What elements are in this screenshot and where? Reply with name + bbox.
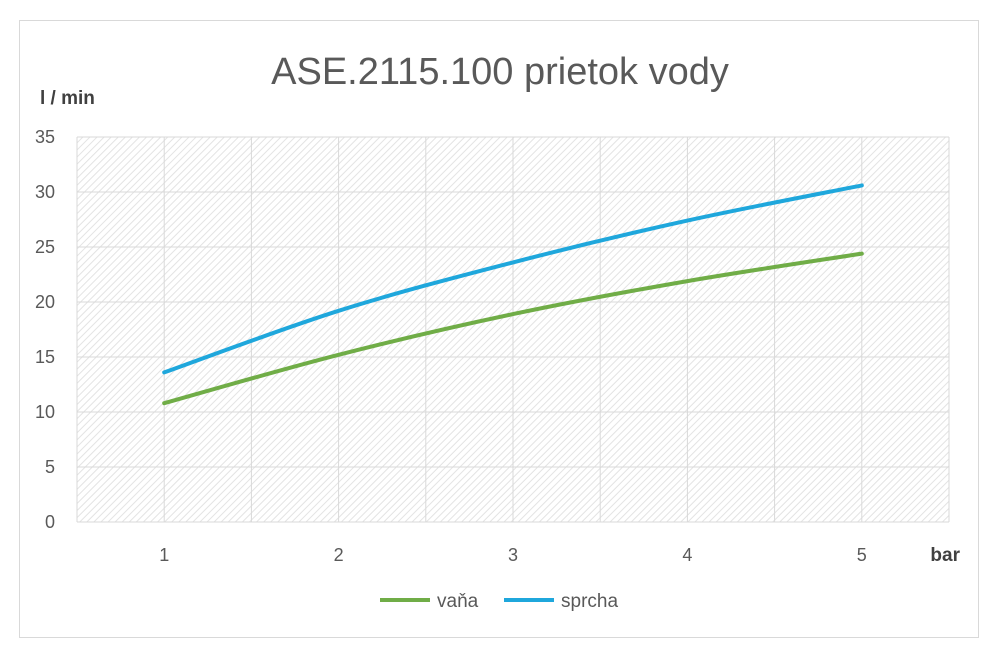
y-tick-label: 10	[35, 402, 55, 422]
y-axis-label: l / min	[40, 88, 95, 109]
chart-title: ASE.2115.100 prietok vody	[271, 51, 729, 93]
grid-lines	[76, 136, 950, 523]
y-tick-labels: 0 5 10 15 20 25 30 35	[35, 127, 55, 532]
series-line-vaňa	[162, 251, 864, 406]
x-tick-label: 1	[159, 545, 169, 565]
x-axis-label: bar	[930, 545, 960, 566]
x-tick-label: 5	[857, 545, 867, 565]
legend-label: vaňa	[437, 591, 479, 612]
y-tick-label: 20	[35, 292, 55, 312]
y-tick-label: 25	[35, 237, 55, 257]
y-tick-label: 30	[35, 182, 55, 202]
y-tick-label: 35	[35, 127, 55, 147]
legend: vaňa sprcha	[380, 591, 618, 612]
x-tick-label: 2	[334, 545, 344, 565]
y-tick-label: 15	[35, 347, 55, 367]
legend-label: sprcha	[561, 591, 618, 612]
series-lines	[162, 183, 864, 406]
series-line-sprcha	[162, 183, 864, 375]
y-tick-label: 5	[45, 457, 55, 477]
x-tick-label: 3	[508, 545, 518, 565]
y-tick-label: 0	[45, 512, 55, 532]
x-tick-label: 4	[682, 545, 692, 565]
x-tick-labels: 1 2 3 4 5	[159, 545, 867, 565]
